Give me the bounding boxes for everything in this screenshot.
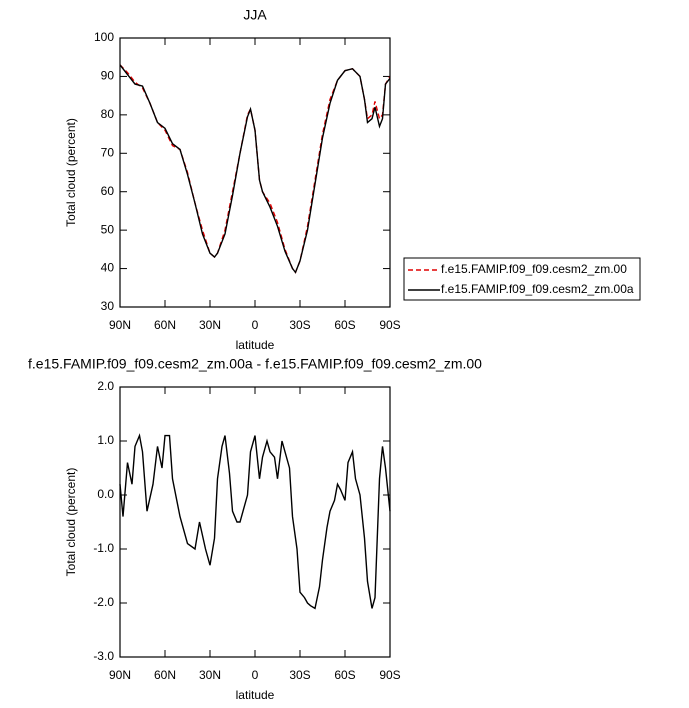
x-tick-label: 60N <box>154 318 176 332</box>
y-tick-label: 100 <box>94 30 114 44</box>
x-tick-label: 30N <box>199 668 221 682</box>
y-tick-label: 40 <box>101 261 115 275</box>
y-axis-label: Total cloud (percent) <box>64 468 78 577</box>
x-tick-label: 30N <box>199 318 221 332</box>
data-line <box>119 64 391 274</box>
y-tick-label: -2.0 <box>93 595 114 609</box>
x-tick-label: 60S <box>334 668 355 682</box>
legend-label: f.e15.FAMIP.f09_f09.cesm2_zm.00a <box>441 282 634 296</box>
y-tick-label: 50 <box>101 222 115 236</box>
x-tick-label: 90N <box>109 318 131 332</box>
legend-label: f.e15.FAMIP.f09_f09.cesm2_zm.00 <box>441 262 627 276</box>
chart-title: f.e15.FAMIP.f09_f09.cesm2_zm.00a - f.e15… <box>28 356 482 372</box>
y-tick-label: 0.0 <box>97 487 114 501</box>
y-tick-label: -1.0 <box>93 541 114 555</box>
plot-frame <box>119 386 391 658</box>
legend-box <box>403 257 641 301</box>
x-tick-label: 90N <box>109 668 131 682</box>
y-tick-label: 70 <box>101 145 115 159</box>
plot-frame <box>119 37 391 308</box>
x-tick-label: 30S <box>289 668 310 682</box>
y-tick-label: 2.0 <box>97 379 114 393</box>
x-axis-label: latitude <box>236 338 275 352</box>
x-tick-label: 60S <box>334 318 355 332</box>
x-tick-label: 0 <box>252 668 259 682</box>
data-line <box>119 433 391 610</box>
y-axis-label: Total cloud (percent) <box>64 118 78 227</box>
x-tick-label: 30S <box>289 318 310 332</box>
x-axis-label: latitude <box>236 688 275 702</box>
x-tick-label: 90S <box>379 318 400 332</box>
y-tick-label: 30 <box>101 299 115 313</box>
y-tick-label: 1.0 <box>97 433 114 447</box>
y-tick-label: -3.0 <box>93 649 114 663</box>
x-tick-label: 0 <box>252 318 259 332</box>
chart-title: JJA <box>243 7 267 23</box>
y-tick-label: 90 <box>101 69 115 83</box>
y-tick-label: 80 <box>101 107 115 121</box>
x-tick-label: 60N <box>154 668 176 682</box>
data-line <box>119 64 391 274</box>
y-tick-label: 60 <box>101 184 115 198</box>
x-tick-label: 90S <box>379 668 400 682</box>
